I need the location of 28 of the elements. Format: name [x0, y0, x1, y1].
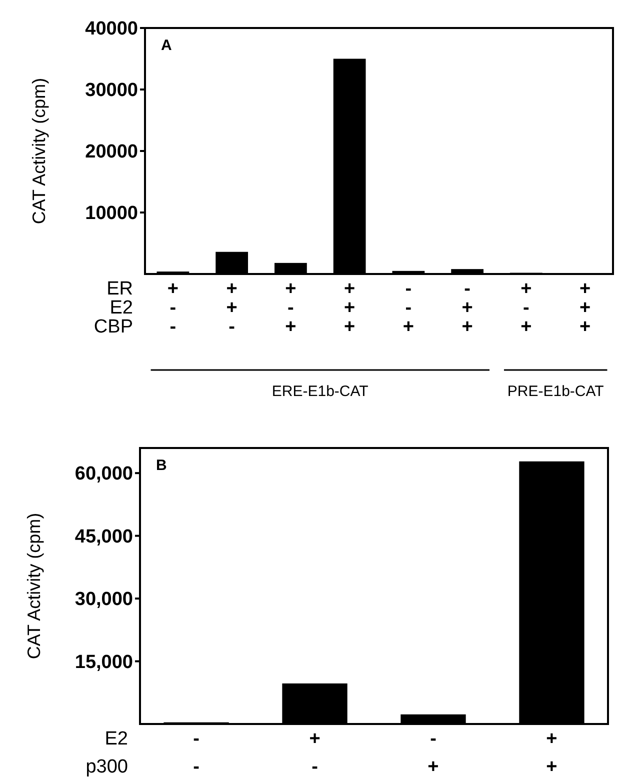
y-axis-title: CAT Activity (cpm) [24, 512, 44, 660]
x-tick-label: - + + [462, 278, 473, 338]
text: E2 p300 [86, 728, 128, 778]
x-tick-label: - + [428, 728, 439, 778]
x-tick-label: - - [193, 728, 200, 778]
y-tick-label: 30000 [85, 80, 138, 102]
x-tick-label: - - + [402, 278, 414, 338]
x-tick-label: + + + [579, 278, 591, 338]
x-tick-label: + - + [520, 278, 532, 338]
y-tick-label: 10000 [85, 203, 138, 224]
x-tick-label: + + [546, 728, 558, 778]
y-tick-label: 60,000 [74, 464, 133, 485]
text: B [156, 457, 167, 474]
text: ER E2 CBP [94, 278, 133, 338]
y-tick-label: 40000 [85, 18, 138, 40]
text: A [161, 37, 172, 54]
y-tick-label: 30,000 [74, 589, 133, 610]
y-axis-title: CAT Activity (cpm) [29, 78, 49, 224]
y-tick-label: 20000 [85, 142, 138, 163]
x-tick-label: + - + [285, 278, 296, 338]
y-tick-label: 15,000 [74, 652, 133, 673]
y-tick-label: 45,000 [74, 526, 133, 548]
x-tick-label: + - [309, 728, 320, 778]
x-tick-label: + - - [167, 278, 179, 338]
text: PRE-E1b-CAT [507, 383, 604, 400]
x-tick-label: + + + [344, 278, 356, 338]
x-tick-label: + + - [226, 278, 238, 338]
text: ERE-E1b-CAT [272, 383, 368, 400]
